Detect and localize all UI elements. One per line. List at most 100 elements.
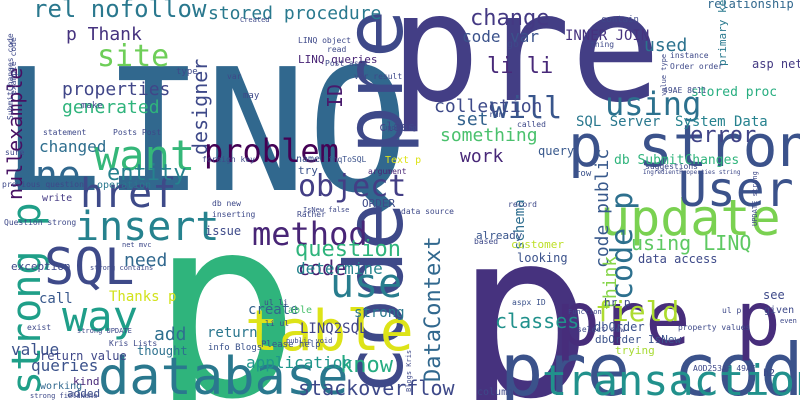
word-column: column xyxy=(477,387,513,398)
word-may: may xyxy=(243,91,260,101)
word-see: see xyxy=(763,288,785,302)
word-data-source: data source xyxy=(401,207,454,216)
word-user: User xyxy=(678,162,794,218)
word-table: table xyxy=(245,299,414,364)
word-contain: contain xyxy=(601,15,639,25)
word-read: read xyxy=(327,45,346,54)
word-dborder-isnew: dbOrder IsNew xyxy=(595,333,681,346)
word-update-string: UPDATE string xyxy=(751,171,759,226)
word-based: based xyxy=(474,237,498,246)
word-way: way xyxy=(62,292,138,341)
word-generated: generated xyxy=(62,97,160,118)
word-please-help: Please help xyxy=(261,340,321,350)
word-property-values: property values xyxy=(678,323,750,332)
word-p-thank: p Thank xyxy=(66,24,142,45)
word-customer: customer xyxy=(511,238,564,251)
word-kris-lists: Kris Lists xyxy=(109,339,157,348)
word-code: code xyxy=(298,256,346,280)
word-given: given xyxy=(764,305,794,316)
word-code-public: code public xyxy=(592,149,613,268)
word-changed: changed xyxy=(39,137,106,156)
word-49ae-8c11: 49AE 8C11 xyxy=(663,86,707,95)
word-operation: operation xyxy=(97,180,151,191)
word-stackoverflow: stackoverflow xyxy=(298,376,455,400)
word-linq2sql: LINQ2SQL xyxy=(300,321,367,337)
word-able: able xyxy=(288,305,312,316)
word-id: ID xyxy=(323,84,347,108)
word-called: called xyxy=(517,120,546,129)
word-created: Created xyxy=(240,16,270,24)
word-ingredientproperties-string: IngredientProperties string xyxy=(643,169,741,176)
word-sql-server: SQL Server xyxy=(576,114,660,130)
word-exist: exist xyxy=(27,323,51,332)
word-inserting: inserting xyxy=(212,210,256,219)
word-schema: schema xyxy=(512,199,528,250)
word-strong-p: strong p xyxy=(4,202,50,395)
word-working: working xyxy=(40,381,82,392)
word-type: type xyxy=(176,67,198,77)
word-linqtosql: LinqToSQL xyxy=(323,155,367,164)
word-li-li: li li xyxy=(487,54,553,79)
word-using-linq: using LINQ xyxy=(631,231,751,255)
word-value: value xyxy=(11,340,59,359)
word-aod253af-49ae: AOD253AF 49AE xyxy=(693,364,756,373)
word-queries: queries xyxy=(31,356,98,375)
word-issue: issue xyxy=(205,224,241,238)
word-aspx-id: aspx ID xyxy=(512,298,546,307)
word-need: need xyxy=(124,250,167,271)
word-trying: trying xyxy=(615,344,655,357)
word-p: p xyxy=(455,183,593,400)
word-thought: thought xyxy=(137,344,188,358)
word-public-void: public void xyxy=(286,337,332,345)
word-run: run xyxy=(489,110,504,119)
word-something: something xyxy=(440,125,538,146)
word-error: error xyxy=(690,123,756,148)
word-code-var: code var xyxy=(462,27,539,46)
word-info-blogs: info Blogs xyxy=(208,343,262,353)
word-pre-code: pre code xyxy=(500,328,800,400)
word-rel-nofollow: rel nofollow xyxy=(33,0,207,23)
word-return-value: return value xyxy=(40,349,127,363)
word-think: think xyxy=(600,256,621,310)
word-order: ORDER xyxy=(362,197,395,210)
word-db-new: db new xyxy=(212,199,241,208)
word-data-access: data access xyxy=(638,252,717,266)
word-sure: sure xyxy=(5,148,24,157)
word-problem: problem xyxy=(204,132,339,170)
word-object: object xyxy=(298,169,406,204)
word-function: Function xyxy=(568,308,602,316)
word-query: query xyxy=(538,144,574,158)
word-submitchanges-code: SubmitChanges code xyxy=(6,33,15,120)
word-kind: kind xyxy=(73,375,100,388)
word-code-p: code p xyxy=(605,192,640,300)
word-system-data: System Data xyxy=(675,114,768,130)
word-row: row xyxy=(575,169,592,179)
word-will: will xyxy=(490,91,562,126)
word-return: return xyxy=(207,325,258,341)
word-suggestions: suggestions xyxy=(645,162,698,171)
word-designer: designer xyxy=(188,59,212,155)
word-primary-key: primary key xyxy=(716,0,729,66)
word-datacontext: DataContext xyxy=(421,236,446,382)
word-href: href xyxy=(80,171,176,217)
word-order-order: Order order xyxy=(670,62,723,71)
word-application: application xyxy=(246,353,352,372)
word-stored-proc: stored proc xyxy=(691,85,777,100)
word-strong: strong xyxy=(354,305,405,321)
word-exception: exception xyxy=(11,260,71,273)
word-stored-procedure: stored procedure xyxy=(208,3,381,24)
word-post-aspx: Post aspx xyxy=(325,59,369,68)
word-pre: pre xyxy=(390,0,661,136)
word-one: one xyxy=(12,153,81,197)
word-nullexample: nullexample xyxy=(3,68,27,200)
word-select-new: select new xyxy=(577,325,625,334)
word-call: call xyxy=(39,291,73,307)
word-question: question xyxy=(295,237,401,262)
word-pre-p: pre p xyxy=(555,275,781,363)
word-change: change xyxy=(470,6,549,31)
word-text-p: Text p xyxy=(385,155,421,166)
word-hr-p: hr p xyxy=(604,296,631,309)
word-net-mvc: net mvc xyxy=(122,241,152,249)
word-field: field xyxy=(595,295,679,328)
